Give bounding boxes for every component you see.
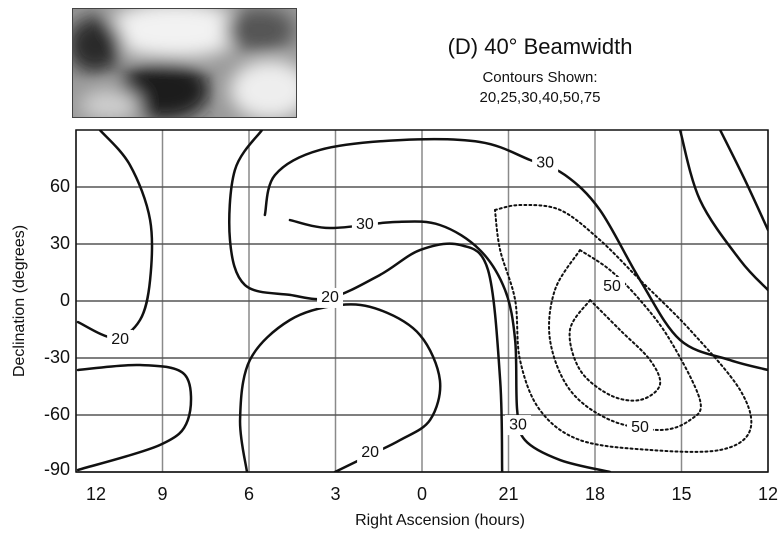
y-tick-label: -60 [44, 404, 70, 424]
x-tick-label: 12 [86, 484, 106, 504]
contour-label-bg [532, 153, 559, 174]
contour-line [76, 130, 154, 340]
y-tick-label: -90 [44, 459, 70, 479]
sky-map-thumbnail [72, 8, 297, 118]
dotted-contour [493, 204, 753, 453]
chart-title: (D) 40° Beamwidth [448, 34, 633, 59]
contour-levels: 20,25,30,40,50,75 [480, 89, 601, 106]
contour-label: 50 [603, 278, 621, 295]
x-axis-title: Right Ascension (hours) [355, 512, 525, 529]
contour-label: 30 [356, 216, 374, 233]
y-tick-label: 0 [60, 290, 70, 310]
contour-line [238, 303, 442, 472]
y-tick-label: 60 [50, 176, 70, 196]
contour-labels: 30 30 20 20 20 30 50 50 [107, 153, 653, 463]
contour-label: 30 [536, 154, 554, 171]
contour-label-bg [351, 215, 378, 235]
x-tick-label: 18 [585, 484, 605, 504]
contour-line [288, 218, 612, 472]
y-axis-title: Declination (degrees) [11, 225, 28, 377]
contour-label-bg [357, 443, 384, 463]
contour-line [228, 130, 504, 472]
x-tick-label: 6 [244, 484, 254, 504]
contour-label: 20 [321, 289, 339, 306]
dotted-contour [568, 299, 662, 402]
contour-line [263, 137, 768, 372]
x-tick-label: 15 [671, 484, 691, 504]
y-tick-label: 30 [50, 233, 70, 253]
contour-label: 20 [361, 444, 379, 461]
contour-line [76, 363, 193, 472]
grid [75, 130, 769, 473]
chart-subtitle: Contours Shown: [482, 69, 597, 86]
x-tick-label: 3 [330, 484, 340, 504]
contour-label-bg [505, 415, 532, 436]
x-tick-label: 9 [157, 484, 167, 504]
contour-label-bg [626, 417, 653, 438]
contour-label: 20 [111, 331, 129, 348]
x-tick-label: 0 [417, 484, 427, 504]
x-tick-label: 12 [758, 484, 778, 504]
contour-label-bg [599, 276, 626, 297]
plot-frame [75, 129, 769, 473]
contour-line [678, 130, 768, 292]
contour-label-bg [317, 287, 344, 308]
contour-label: 50 [631, 419, 649, 436]
contour-label: 30 [509, 416, 527, 433]
dotted-contour [548, 249, 702, 432]
contour-line [718, 130, 768, 232]
contour-label-bg [107, 329, 134, 350]
y-tick-label: -30 [44, 347, 70, 367]
x-tick-label: 21 [498, 484, 518, 504]
